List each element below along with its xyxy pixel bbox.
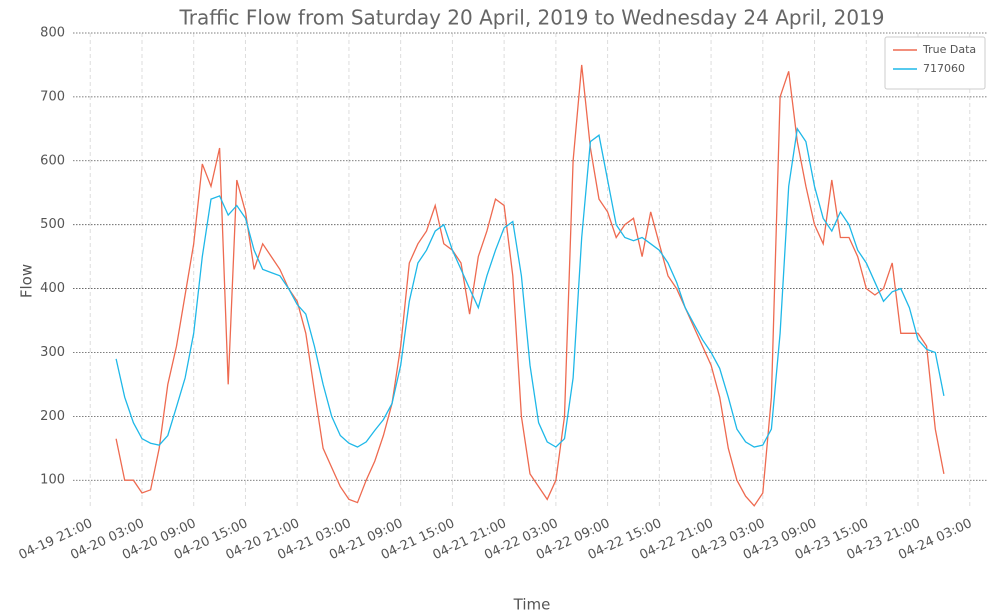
- y-tick-label: 600: [40, 153, 65, 168]
- y-tick-label: 400: [40, 281, 65, 296]
- y-axis-label: Flow: [18, 264, 36, 298]
- series-line: [115, 127, 945, 448]
- legend: True Data 717060: [884, 36, 986, 90]
- y-tick-label: 500: [40, 217, 65, 232]
- legend-label: 717060: [923, 62, 965, 75]
- series-line: [115, 64, 945, 507]
- legend-label: True Data: [922, 43, 976, 56]
- x-axis-label: Time: [513, 596, 551, 614]
- y-tick-label: 700: [40, 89, 65, 104]
- y-tick-label: 200: [40, 409, 65, 424]
- y-tick-label: 800: [40, 26, 65, 41]
- y-tick-label: 100: [40, 473, 65, 488]
- chart-title: Traffic Flow from Saturday 20 April, 201…: [178, 6, 884, 30]
- y-tick-label: 300: [40, 345, 65, 360]
